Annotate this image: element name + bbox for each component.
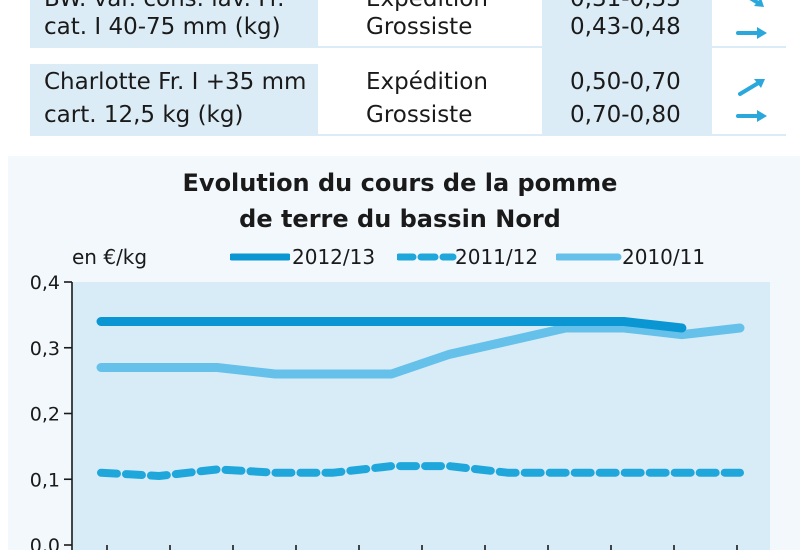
chart-title-line1: Evolution du cours de la pomme — [182, 169, 618, 197]
unit-label: en €/kg — [72, 245, 148, 269]
legend-label: 2010/11 — [622, 245, 706, 269]
series-line-2011-12 — [97, 462, 744, 480]
arrow-down-right-icon — [749, 0, 764, 7]
row-separator — [30, 46, 786, 48]
y-tick-label: 0,0 — [30, 535, 60, 550]
stage-label: Expédition — [366, 0, 488, 16]
product-cell-2 — [30, 64, 318, 136]
price-value: 0,31-0,33 — [570, 0, 681, 16]
legend-label: 2012/13 — [292, 245, 376, 269]
price-value: 0,43-0,48 — [570, 14, 681, 40]
y-tick-label: 0,4 — [30, 272, 60, 294]
price-cell-2 — [542, 50, 712, 136]
legend-item-2010-11: 2010/11 — [556, 244, 726, 270]
product-name-line2: cat. I 40-75 mm (kg) — [44, 14, 281, 40]
legend-label: 2011/12 — [455, 245, 539, 269]
stage-label: Grossiste — [366, 14, 473, 40]
chart-title-line2: de terre du bassin Nord — [239, 205, 561, 233]
arrow-right-icon — [736, 27, 767, 39]
price-cell-1 — [542, 0, 712, 50]
arrow-up-right-icon — [738, 79, 765, 96]
row-separator — [30, 134, 786, 136]
stage-label: Expédition — [366, 69, 488, 95]
price-table: BW. var. cons. lav. Fr. cat. I 40-75 mm … — [0, 0, 800, 140]
legend-swatch-solid-thick — [230, 253, 290, 261]
series-line-2010-11 — [96, 323, 745, 379]
y-tick-label: 0,3 — [30, 338, 60, 360]
legend-item-2011-12: 2011/12 — [397, 244, 557, 270]
product-name-line1: BW. var. cons. lav. Fr. — [44, 0, 284, 16]
stage-label: Grossiste — [366, 102, 473, 128]
product-name-line1: Charlotte Fr. I +35 mm — [44, 69, 307, 95]
legend-swatch-dashed — [397, 253, 457, 261]
arrow-right-icon — [736, 110, 767, 122]
y-tick-label: 0,2 — [30, 404, 60, 426]
product-name-line2: cart. 12,5 kg (kg) — [44, 102, 244, 128]
y-tick-label: 0,1 — [30, 469, 60, 491]
legend-swatch-solid — [556, 253, 622, 261]
price-value: 0,70-0,80 — [570, 102, 681, 128]
product-cell-1 — [30, 0, 318, 46]
legend-item-2012-13: 2012/13 — [230, 244, 390, 270]
price-value: 0,50-0,70 — [570, 69, 681, 95]
